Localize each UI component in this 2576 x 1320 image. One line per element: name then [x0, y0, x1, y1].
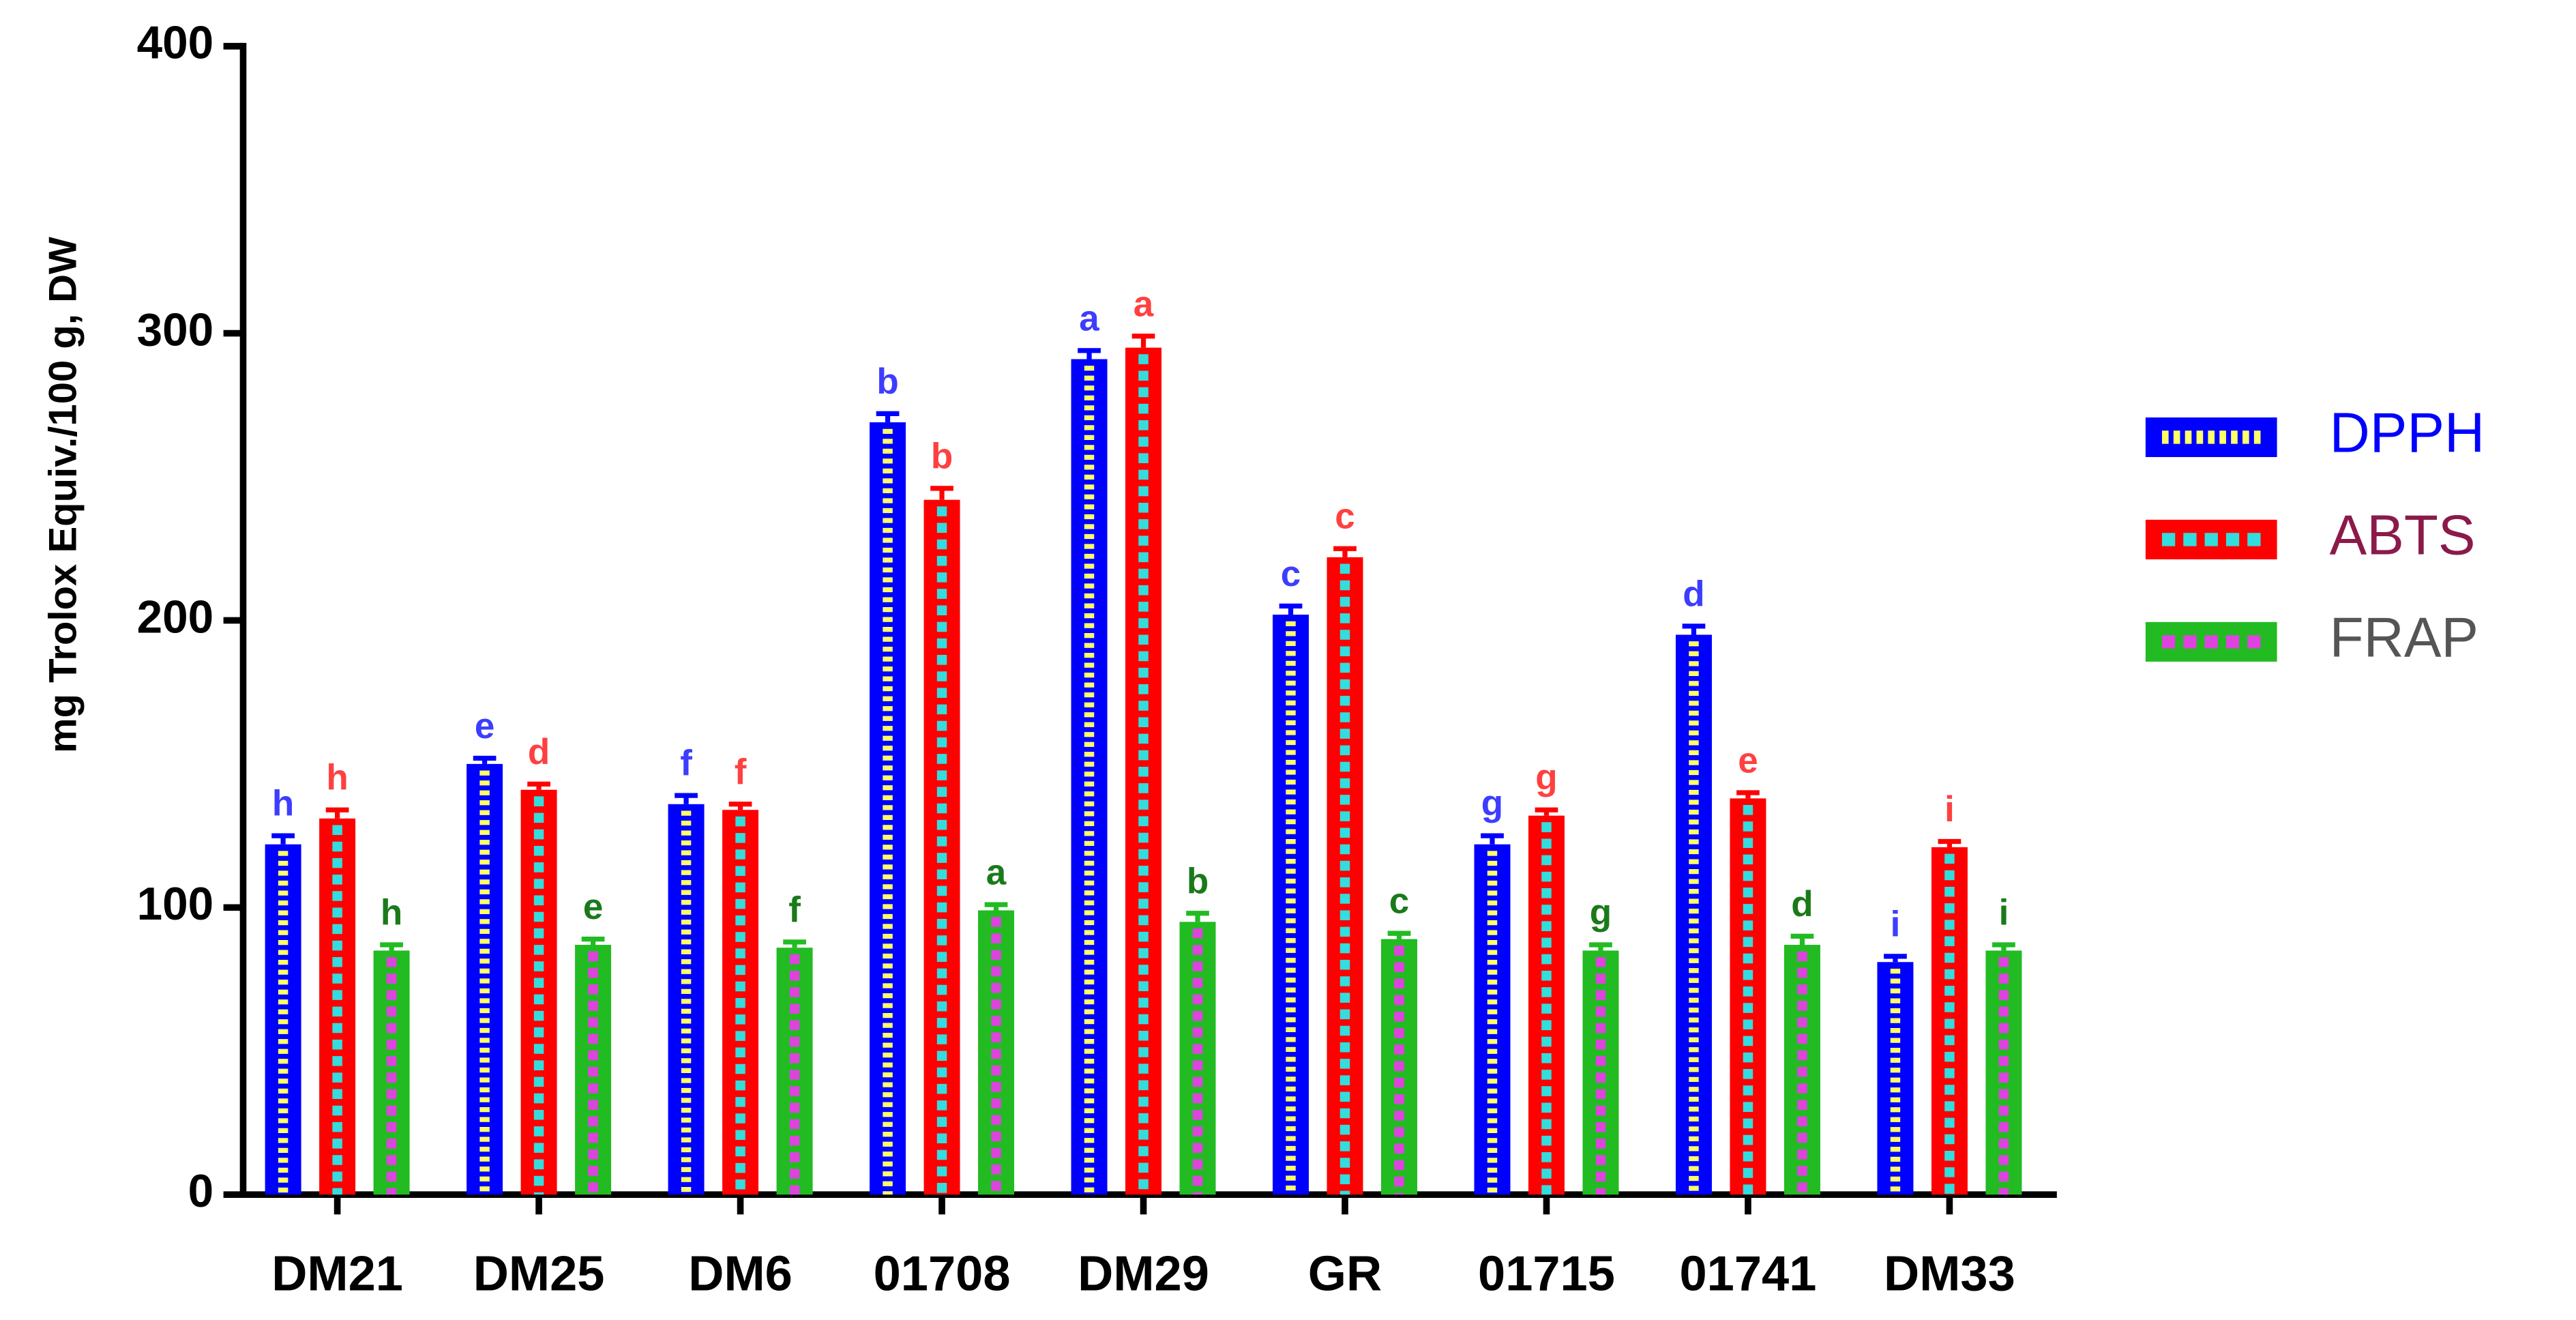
x-tick-label: DM21	[271, 1246, 403, 1301]
x-tick-label: 01715	[1478, 1246, 1615, 1301]
x-tick-label: DM6	[688, 1246, 793, 1301]
x-tick-label: DM29	[1078, 1246, 1209, 1301]
significance-letter: h	[326, 758, 348, 798]
significance-letter: a	[1079, 298, 1099, 338]
significance-letter: c	[1389, 881, 1409, 922]
significance-letter: g	[1481, 784, 1503, 824]
x-tick-label: DM33	[1884, 1246, 2015, 1301]
significance-letter: e	[583, 887, 603, 927]
significance-letter: d	[1683, 574, 1704, 614]
significance-letter: h	[272, 784, 294, 824]
significance-letter: b	[876, 362, 898, 402]
significance-letter: c	[1335, 497, 1354, 537]
significance-letter: i	[1891, 904, 1901, 944]
significance-letter: h	[381, 892, 402, 933]
significance-letter: a	[986, 853, 1007, 893]
y-tick-label: 300	[137, 304, 214, 355]
bar	[923, 499, 960, 1195]
significance-letter: e	[1738, 740, 1758, 780]
significance-letter: d	[528, 732, 550, 772]
significance-letter: f	[680, 744, 692, 784]
significance-letter: b	[1187, 861, 1209, 901]
significance-letter: c	[1281, 554, 1301, 594]
y-tick-label: 0	[188, 1166, 214, 1217]
legend-label: ABTS	[2330, 504, 2476, 566]
significance-letter: i	[1944, 789, 1955, 830]
significance-letter: g	[1590, 892, 1612, 933]
legend-label: FRAP	[2330, 606, 2478, 669]
significance-letter: e	[475, 706, 494, 746]
x-tick-label: GR	[1308, 1246, 1382, 1301]
y-tick-label: 200	[137, 591, 214, 643]
legend-label: DPPH	[2330, 402, 2485, 465]
significance-letter: f	[735, 752, 747, 792]
significance-letter: b	[931, 436, 953, 476]
significance-letter: d	[1791, 884, 1813, 924]
significance-letter: i	[1999, 892, 2009, 933]
significance-letter: a	[1134, 284, 1154, 324]
y-tick-label: 100	[137, 879, 214, 930]
x-tick-label: DM25	[473, 1246, 605, 1301]
bar	[1730, 798, 1766, 1195]
x-tick-label: 01741	[1679, 1246, 1816, 1301]
significance-letter: f	[788, 890, 801, 930]
significance-letter: g	[1535, 758, 1557, 798]
y-axis-label: mg Trolox Equiv./100 g, DW	[42, 237, 85, 753]
y-tick-label: 400	[137, 17, 214, 68]
x-tick-label: 01708	[874, 1246, 1011, 1301]
